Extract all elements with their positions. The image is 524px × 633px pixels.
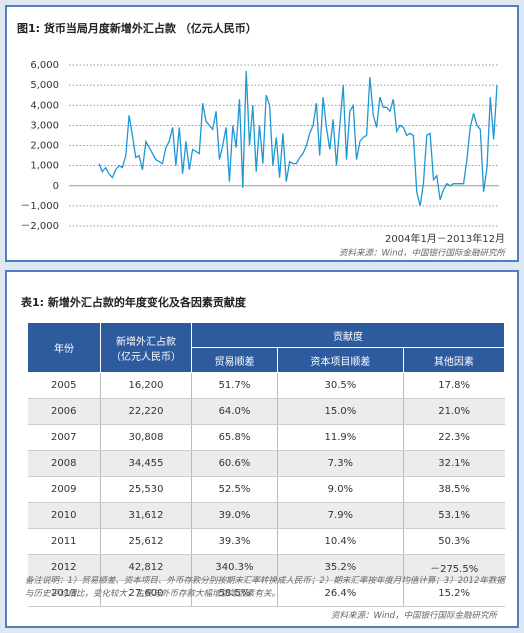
table-row: 2012 42,812 340.3% 35.2% －275.5% <box>27 554 505 581</box>
table-cell: 2006 <box>27 398 101 425</box>
table-cell: 31,612 <box>100 502 192 529</box>
y-tick-label: 2,000 <box>30 141 59 152</box>
table-cell: 7.3% <box>276 450 404 477</box>
source: 资料来源：Wind，中国银行国际金融研究所 <box>330 611 497 621</box>
y-tick-label: －2,000 <box>20 221 59 232</box>
table-cell: 35.2% <box>276 554 404 581</box>
table-row: 2005 16,200 51.7% 30.5% 17.8% <box>27 372 505 399</box>
y-tick-label: 1,000 <box>30 161 59 172</box>
table-cell: 42,812 <box>100 554 192 581</box>
header-cell: 其他因素 <box>402 347 506 373</box>
note: 备注说明：1）贸易顺差、资本项目、外币存款分别按期末汇率转换成人民币；2）期末汇… <box>25 576 505 599</box>
table-cell: 22.3% <box>402 424 505 451</box>
table-cell: 10.4% <box>276 528 404 555</box>
table-cell: 15.0% <box>276 398 404 425</box>
table-cell: 2007 <box>27 424 101 451</box>
table-cell: 2013 <box>27 580 101 607</box>
table-cell: 21.0% <box>402 398 505 425</box>
header-cell: 年份 <box>27 322 101 373</box>
table-cell: 34,455 <box>100 450 192 477</box>
table-cell: 51.7% <box>191 372 278 399</box>
table-cell: 27,600 <box>100 580 192 607</box>
table-row: 2010 31,612 39.0% 7.9% 53.1% <box>27 502 505 529</box>
table-cell: 9.0% <box>276 476 404 503</box>
table: 年份 新增外汇占款 （亿元人民币） 贡献度 贸易顺差 资本项目顺差 其他因素 2… <box>27 322 506 607</box>
y-tick-label: 0 <box>53 181 59 192</box>
table-cell: 2008 <box>27 450 101 477</box>
table-row: 2007 30,808 65.8% 11.9% 22.3% <box>27 424 505 451</box>
table-cell: 15.2% <box>402 580 505 607</box>
table-cell: 60.6% <box>191 450 278 477</box>
table-cell: 26.4% <box>276 580 404 607</box>
table-row: 2009 25,530 52.5% 9.0% 38.5% <box>27 476 505 503</box>
table-cell: －275.5% <box>402 554 505 581</box>
figure-panel: 图1: 货币当局月度新增外汇占款 （亿元人民币） 2004年1月－2013年12… <box>5 5 519 262</box>
table-cell: 39.3% <box>191 528 278 555</box>
y-tick-label: 3,000 <box>30 120 59 131</box>
table-cell: 50.3% <box>402 528 505 555</box>
table-cell: 58.5% <box>191 580 278 607</box>
table-cell: 16,200 <box>100 372 192 399</box>
table-cell: 22,220 <box>100 398 192 425</box>
table-cell: 11.9% <box>276 424 404 451</box>
header-cell: 贸易顺差 <box>191 347 278 373</box>
y-tick-label: 5,000 <box>30 80 59 91</box>
header-cell: 贡献度 <box>191 322 505 348</box>
header-cell: 新增外汇占款 （亿元人民币） <box>100 322 192 373</box>
table-cell: 340.3% <box>191 554 278 581</box>
table-cell: 25,530 <box>100 476 192 503</box>
table-panel: 表1: 新增外汇占款的年度变化及各因素贡献度 年份 新增外汇占款 （亿元人民币）… <box>5 270 519 628</box>
table-cell: 32.1% <box>402 450 505 477</box>
table-cell: 17.8% <box>402 372 505 399</box>
source: 资料来源：Wind，中国银行国际金融研究所 <box>339 248 507 259</box>
table-cell: 30,808 <box>100 424 192 451</box>
table-cell: 65.8% <box>191 424 278 451</box>
header-cell: 资本项目顺差 <box>276 347 404 373</box>
data-line <box>98 70 498 207</box>
table-row: 2008 34,455 60.6% 7.3% 32.1% <box>27 450 505 477</box>
table-cell: 2012 <box>27 554 101 581</box>
table-cell: 52.5% <box>191 476 278 503</box>
table-cell: 38.5% <box>402 476 505 503</box>
table-cell: 2010 <box>27 502 101 529</box>
table-cell: 30.5% <box>276 372 404 399</box>
table-cell: 53.1% <box>402 502 505 529</box>
table-row: 2011 25,612 39.3% 10.4% 50.3% <box>27 528 505 555</box>
table-title: 表1: 新增外汇占款的年度变化及各因素贡献度 <box>21 296 246 309</box>
table-cell: 2009 <box>27 476 101 503</box>
table-row: 2013 27,600 58.5% 26.4% 15.2% <box>27 580 505 607</box>
y-tick-label: －1,000 <box>20 201 59 212</box>
table-cell: 7.9% <box>276 502 404 529</box>
annotation: 2004年1月－2013年12月 <box>385 232 505 245</box>
chart: 图1: 货币当局月度新增外汇占款 （亿元人民币） 2004年1月－2013年12… <box>17 21 507 259</box>
chart-title: 图1: 货币当局月度新增外汇占款 （亿元人民币） <box>17 21 257 35</box>
table-cell: 39.0% <box>191 502 278 529</box>
table-cell: 2005 <box>27 372 101 399</box>
table-cell: 2011 <box>27 528 101 555</box>
y-tick-label: 4,000 <box>30 100 59 111</box>
table-row: 2006 22,220 64.0% 15.0% 21.0% <box>27 398 505 425</box>
y-tick-label: 6,000 <box>30 60 59 71</box>
table-cell: 64.0% <box>191 398 278 425</box>
table-cell: 25,612 <box>100 528 192 555</box>
